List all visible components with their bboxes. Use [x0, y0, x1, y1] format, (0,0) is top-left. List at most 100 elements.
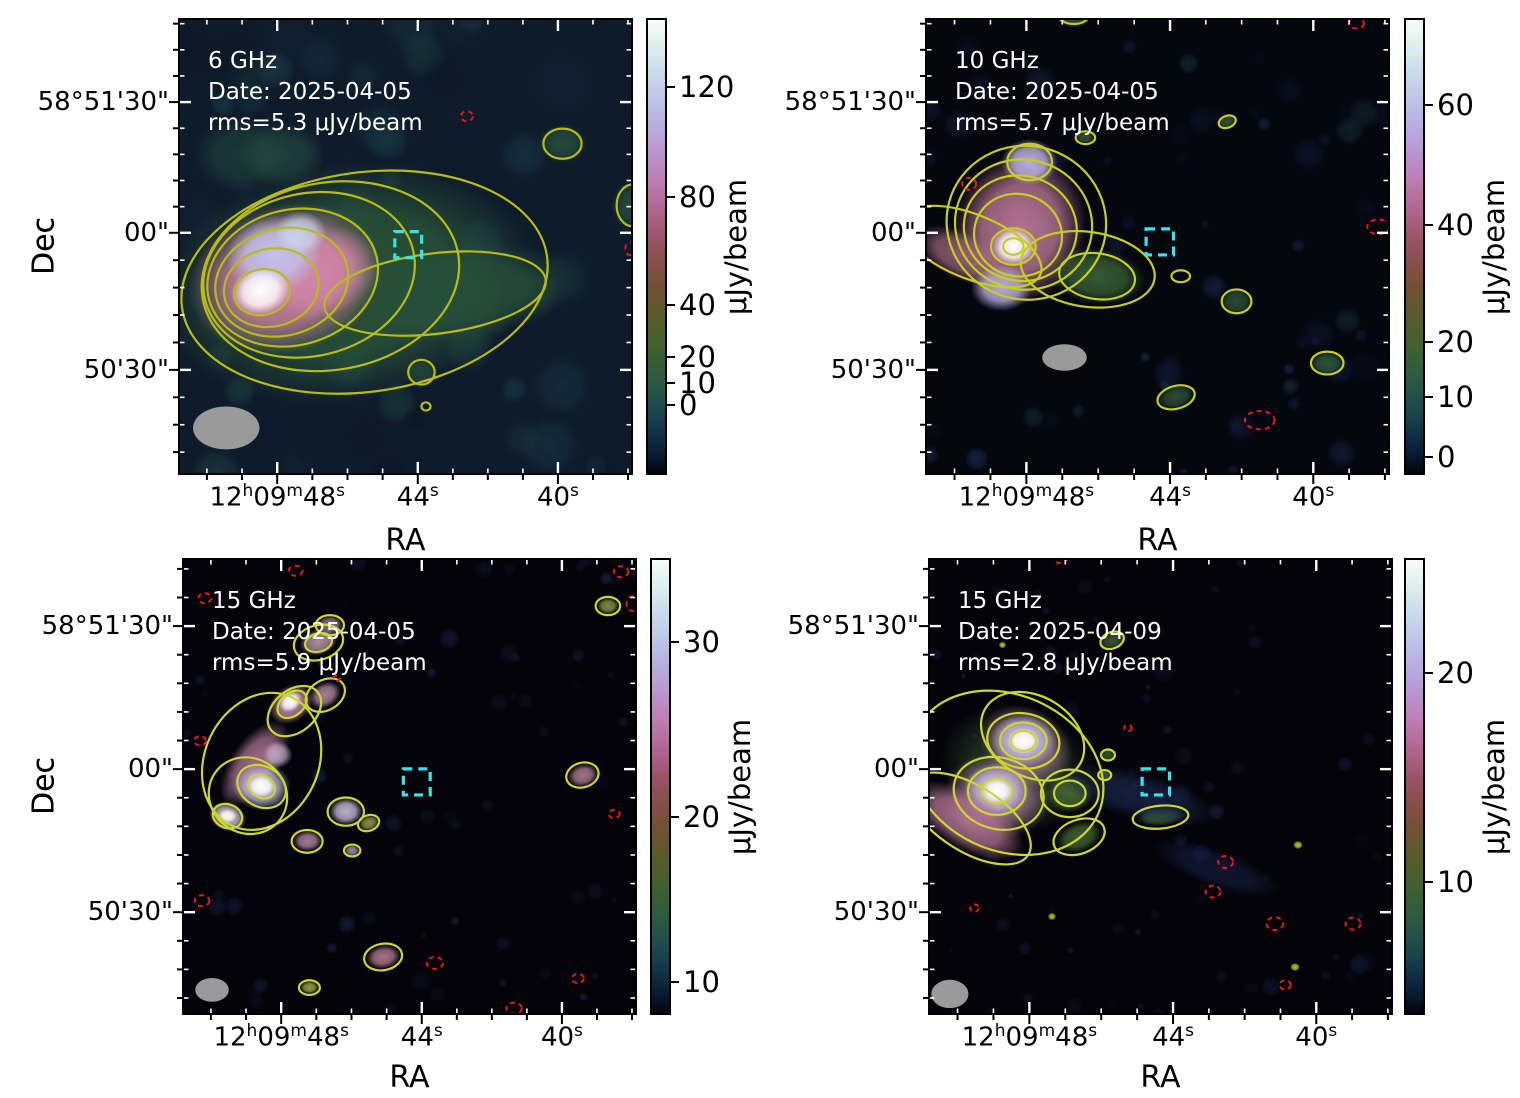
emission-blob [1212, 280, 1261, 322]
colorbar-tick [667, 86, 675, 88]
emission-blob [1291, 838, 1306, 852]
y-axis-label: Dec [26, 216, 62, 276]
contour-overlay [182, 558, 637, 1015]
panel-annotation: 6 GHz Date: 2025-04-05 rms=5.3 μJy/beam [208, 46, 423, 139]
noise-blob [1321, 433, 1362, 473]
emission-blob [1045, 911, 1059, 923]
negative-contour [607, 808, 621, 820]
noise-blob [1045, 904, 1057, 916]
positive-contour [928, 771, 1032, 866]
x-tick-label: 12h09m48s [958, 481, 1095, 513]
noise-blob [1224, 461, 1241, 475]
panel-frequency-label: 10 GHz [955, 48, 1039, 74]
colorbar [646, 18, 667, 475]
positive-contour [972, 192, 1064, 278]
noise-blob [536, 964, 554, 983]
noise-blob [1119, 36, 1141, 58]
panel-frequency-label: 15 GHz [958, 588, 1042, 614]
panel-frequency-label: 15 GHz [212, 588, 296, 614]
noise-blob [589, 970, 600, 981]
colorbar-tick [1425, 103, 1433, 106]
noise-blob [1148, 656, 1180, 689]
noise-blob [424, 665, 439, 680]
noise-blob [1139, 691, 1155, 707]
positive-contour [304, 631, 333, 654]
noise-blob [316, 658, 326, 669]
x-tick-label: 44s [1152, 1021, 1195, 1053]
emission-blob [255, 735, 300, 774]
colorbar-tick [667, 356, 675, 359]
noise-blob [448, 915, 461, 928]
beam-ellipse [195, 977, 229, 1002]
noise-blob [1342, 92, 1385, 135]
positive-contour [222, 247, 320, 329]
noise-blob [928, 945, 934, 954]
emission-blob [286, 826, 328, 857]
noise-blob [513, 689, 537, 712]
x-tick-label: 12h09m48s [213, 1021, 349, 1053]
panel-date-label: Date: 2025-04-09 [958, 619, 1162, 645]
beam-ellipse [193, 406, 260, 450]
noise-blob [413, 1009, 421, 1015]
positive-contour [356, 813, 381, 833]
colorbar-axis-label: μJy/beam [1477, 718, 1511, 855]
noise-blob [494, 639, 523, 668]
noise-blob [508, 692, 518, 702]
noise-blob [485, 689, 513, 716]
colorbar-axis-label: μJy/beam [1477, 178, 1511, 315]
noise-blob [987, 582, 1006, 600]
colorbar-tick [1425, 881, 1433, 883]
x-axis-label: RA [1140, 1060, 1181, 1095]
noise-blob [567, 678, 585, 695]
plot-frame [178, 18, 633, 475]
negative-contour [570, 972, 585, 985]
x-tick-label: 40s [536, 481, 579, 513]
noise-blob [951, 32, 985, 66]
noise-blob [573, 560, 588, 575]
noise-blob [574, 558, 597, 571]
emission-blob [1287, 960, 1302, 974]
noise-blob [389, 841, 408, 860]
positive-contour [565, 761, 600, 789]
positive-contour [1019, 229, 1156, 309]
negative-contour [1265, 916, 1285, 931]
noise-blob [414, 803, 440, 830]
colorbar-tick [1425, 395, 1433, 398]
map-image [182, 558, 637, 1015]
noise-blob [626, 569, 637, 584]
positive-contour [1131, 804, 1190, 830]
positive-contour [998, 721, 1048, 761]
noise-blob [1105, 996, 1121, 1012]
colorbar-tick-label: 10 [679, 366, 716, 401]
negative-contour [961, 176, 978, 191]
noise-blob [1018, 401, 1050, 434]
noise-blob [609, 895, 619, 905]
x-axis-label: RA [389, 1060, 430, 1095]
negative-contour [193, 735, 208, 747]
map-image [928, 558, 1393, 1015]
colorbar-tick [671, 816, 679, 819]
colorbar-tick-label: 80 [679, 180, 716, 215]
panel-date-label: Date: 2025-04-05 [955, 79, 1159, 105]
panel-annotation: 10 GHz Date: 2025-04-05 rms=5.7 μJy/beam [955, 46, 1170, 139]
positive-contour [266, 684, 323, 738]
noise-blob [445, 814, 465, 834]
noise-blob [1247, 105, 1262, 121]
noise-blob [339, 749, 357, 767]
noise-blob [1212, 968, 1230, 985]
negative-contour [193, 894, 211, 908]
positive-contour [214, 226, 350, 338]
noise-blob [1072, 574, 1098, 600]
target-marker-box [1144, 227, 1176, 257]
noise-blob [1330, 951, 1342, 963]
noise-blob [356, 905, 382, 930]
colorbar-tick-label: 40 [679, 287, 716, 322]
plot-frame [928, 558, 1393, 1015]
positive-contour [297, 979, 321, 996]
positive-contour [276, 689, 308, 720]
noise-blob [250, 43, 303, 96]
noise-blob [1348, 946, 1381, 978]
negative-contour [1123, 723, 1133, 733]
noise-blob [438, 806, 462, 829]
